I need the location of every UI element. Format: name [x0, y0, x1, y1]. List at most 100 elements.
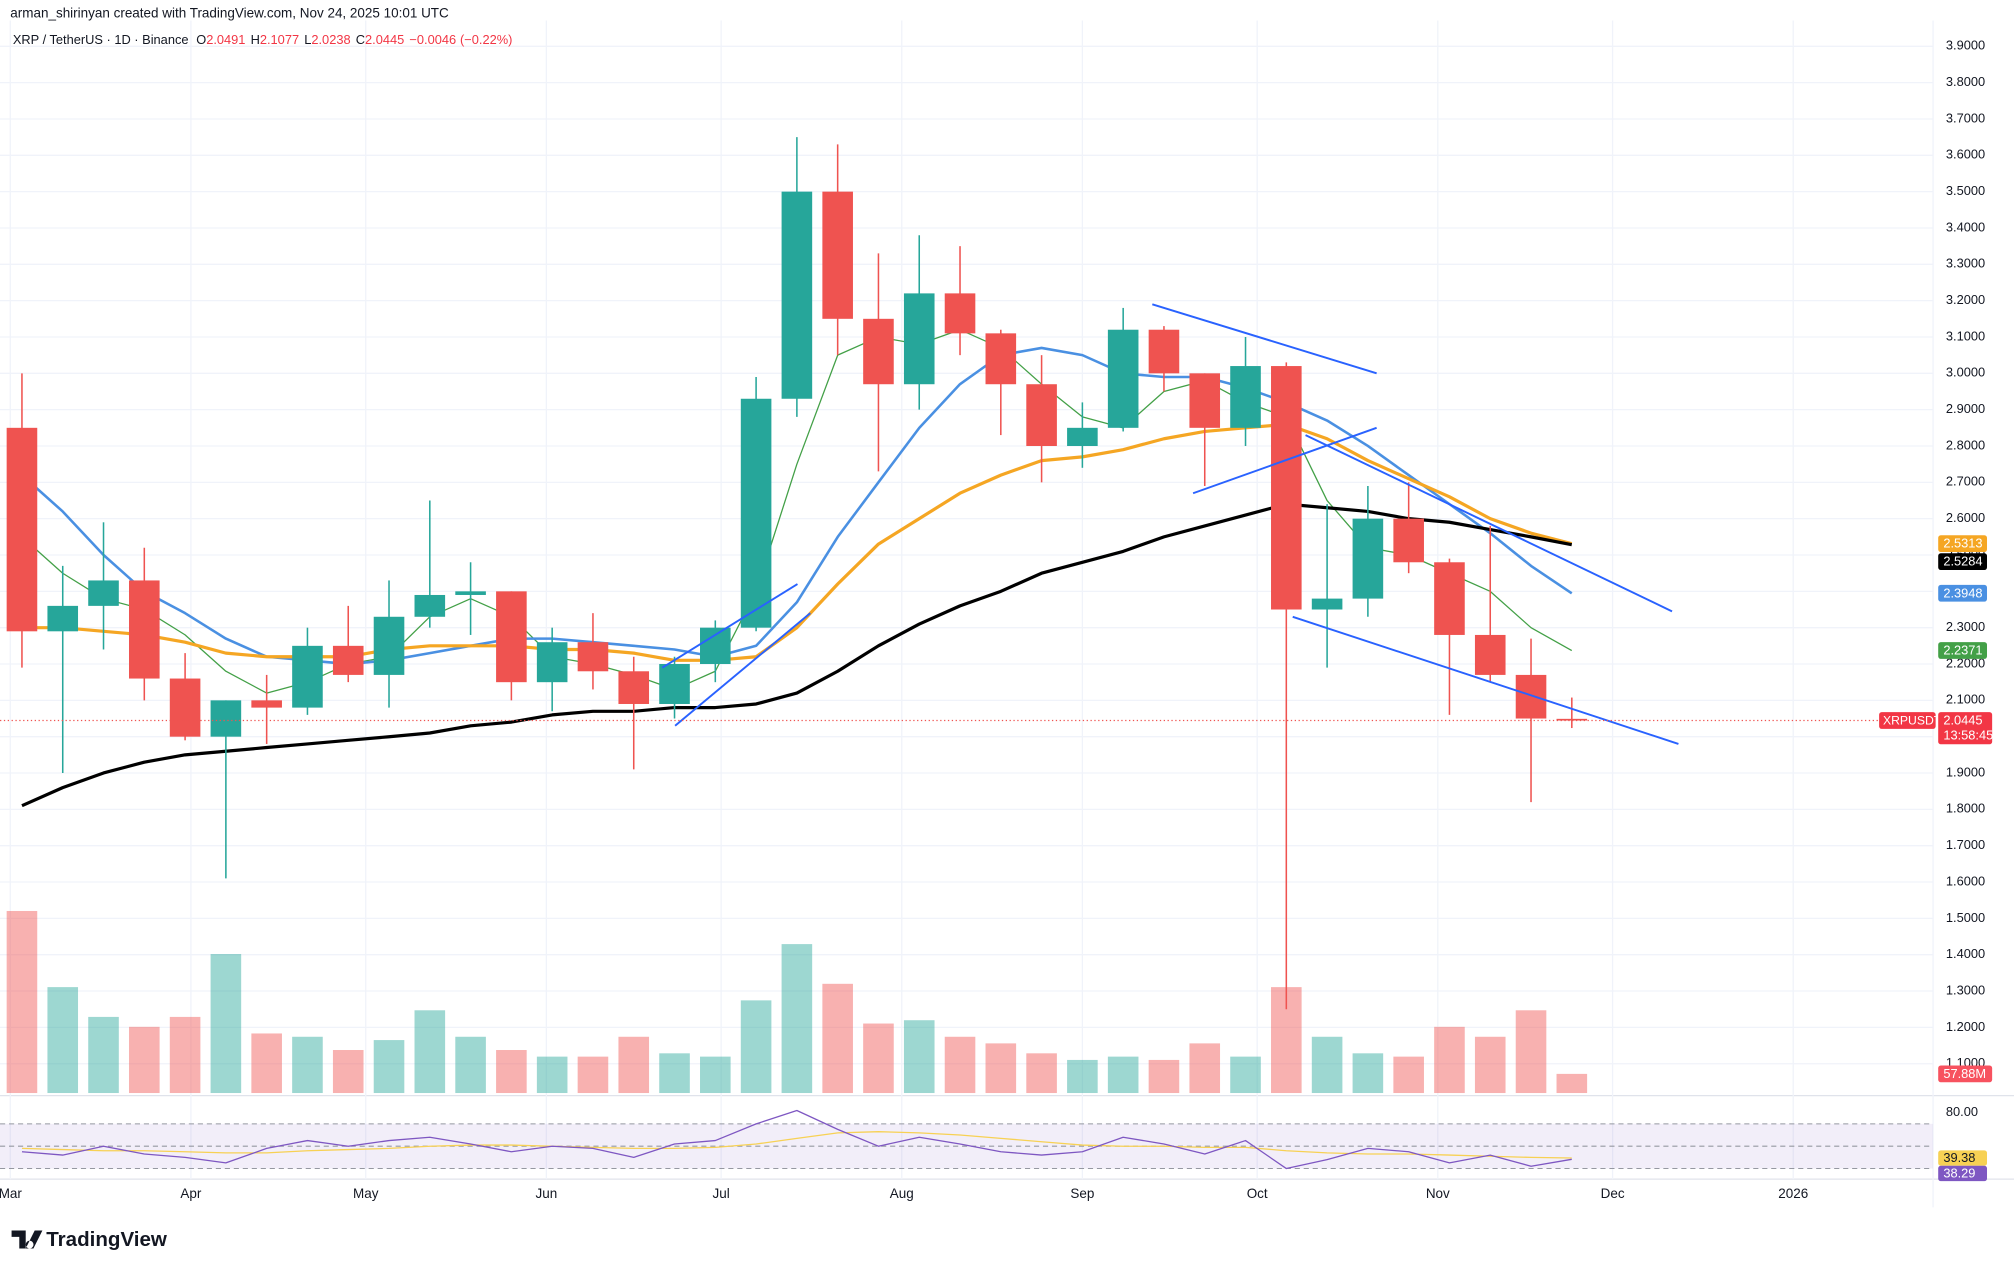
rsi-badge: [1938, 1150, 1988, 1166]
header-text: L: [304, 32, 311, 47]
header-text: 2.0491: [206, 32, 245, 47]
volume: [6, 910, 1588, 1094]
header-text: XRP / TetherUS · 1D · Binance: [13, 32, 189, 47]
y-tick-label: 3.2000: [1946, 292, 1985, 307]
y-tick-label: 1.6000: [1946, 873, 1985, 888]
candle-body: [985, 333, 1017, 385]
candle-body: [455, 591, 486, 595]
candle-body: [1556, 718, 1588, 721]
y-tick-label: 3.9000: [1946, 38, 1985, 53]
volume-badge: [1938, 1065, 1993, 1083]
volume-bar: [88, 1016, 119, 1094]
header-text: 2.0238: [311, 32, 350, 47]
volume-bar: [1393, 1056, 1424, 1094]
y-tick-label: 3.1000: [1946, 328, 1985, 343]
volume-bar: [1311, 1036, 1343, 1094]
candle-body: [332, 645, 364, 675]
candle-body: [1026, 384, 1057, 446]
volume-bar: [169, 1016, 201, 1094]
y-tick-label: 1.3000: [1946, 982, 1985, 997]
x-tick-label: 2026: [1778, 1186, 1808, 1201]
y-tick-label: 3.3000: [1946, 256, 1985, 271]
x-tick-label: Aug: [890, 1186, 914, 1201]
candle-body: [169, 678, 201, 737]
volume-bar: [1352, 1053, 1384, 1094]
volume-bar: [292, 1036, 323, 1094]
brand-logo: TradingView: [11, 1228, 168, 1251]
header: XRP / TetherUS · 1D · Binance O2.0491 H2.1…: [13, 32, 513, 47]
symbol-badge: [1879, 712, 1936, 729]
candle-body: [659, 664, 690, 704]
candle-body: [700, 627, 731, 665]
volume-bar: [659, 1053, 690, 1094]
price-badge: [1938, 712, 1993, 745]
y-tick-label: 2.8000: [1946, 437, 1985, 452]
header-text: −0.0046: [409, 32, 456, 47]
candle-body: [1271, 366, 1302, 610]
y-tick-label: 3.6000: [1946, 147, 1985, 162]
candle-body: [292, 645, 323, 708]
moving-average: [21, 422, 1573, 662]
volume-bar: [618, 1036, 650, 1094]
y-tick-label: 1.2000: [1946, 1019, 1985, 1034]
candle-body: [210, 700, 242, 737]
volume-bar: [373, 1040, 405, 1094]
rsi-badge-label: 38.29: [1943, 1166, 1975, 1181]
y-tick-label: 3.5000: [1946, 183, 1985, 198]
candle-body: [1393, 518, 1424, 563]
candle-body: [944, 293, 976, 334]
price-badge-label: 2.5284: [1943, 554, 1982, 569]
x-tick-label: Dec: [1601, 1186, 1625, 1201]
volume-bar: [1067, 1059, 1098, 1094]
candle-body: [1148, 329, 1180, 374]
volume-bar: [577, 1056, 609, 1094]
y-tick-label: 3.0000: [1946, 365, 1985, 380]
volume-bar: [781, 944, 813, 1094]
price-badge: [1938, 584, 1988, 602]
volume-bar: [332, 1050, 364, 1094]
volume-bar: [6, 910, 38, 1094]
rsi-ma-line: [21, 1131, 1572, 1159]
volume-badge-label: 57.88M: [1943, 1066, 1986, 1081]
candle-body: [129, 580, 160, 679]
rsi-badge-label: 39.38: [1943, 1150, 1975, 1165]
price-badge-label: 2.2371: [1943, 643, 1982, 658]
price-badge-label: 2.3948: [1943, 585, 1982, 600]
trendline: [1292, 615, 1679, 745]
price-badge-label: 2.5313: [1943, 536, 1982, 551]
candle-body: [903, 293, 935, 385]
y-tick-label: 2.1000: [1946, 692, 1985, 707]
symbol-badge-label: XRPUSDT: [1883, 713, 1942, 727]
candle-body: [1067, 427, 1098, 446]
x-tick-label: Jun: [535, 1186, 557, 1201]
y-tick-label: 2.7000: [1946, 474, 1985, 489]
candle-body: [1515, 674, 1547, 719]
candle-body: [1434, 562, 1465, 635]
y-tick-label: 1.4000: [1946, 946, 1985, 961]
y-tick-label: 1.5000: [1946, 910, 1985, 925]
axis: Mar Apr May Jun Jul Aug Sep Oct Nov Dec 20261.1000…: [0, 38, 1993, 1201]
volume-bar: [251, 1033, 282, 1094]
candle-body: [781, 191, 813, 399]
candle-body: [1107, 329, 1139, 428]
rsi-line: [21, 1109, 1572, 1170]
y-tick-label: 2.6000: [1946, 510, 1985, 525]
price-badge: [1938, 642, 1988, 659]
header-text: 2.1077: [260, 32, 299, 47]
volume-bar: [129, 1026, 160, 1094]
trendline: [1305, 434, 1673, 613]
header-text: 2.0445: [365, 32, 404, 47]
y-tick-label: 2.9000: [1946, 401, 1985, 416]
price-badge: [1938, 535, 1988, 552]
volume-bar: [1515, 1010, 1547, 1094]
candle-body: [863, 318, 894, 385]
volume-bar: [1230, 1056, 1261, 1094]
candle-body: [618, 671, 650, 704]
candle-body: [1189, 373, 1221, 428]
volume-bar: [1434, 1026, 1465, 1094]
candle-body: [373, 616, 405, 675]
trendline: [661, 583, 798, 669]
y-tick-label: 1.9000: [1946, 764, 1985, 779]
x-tick-label: Mar: [0, 1186, 22, 1201]
